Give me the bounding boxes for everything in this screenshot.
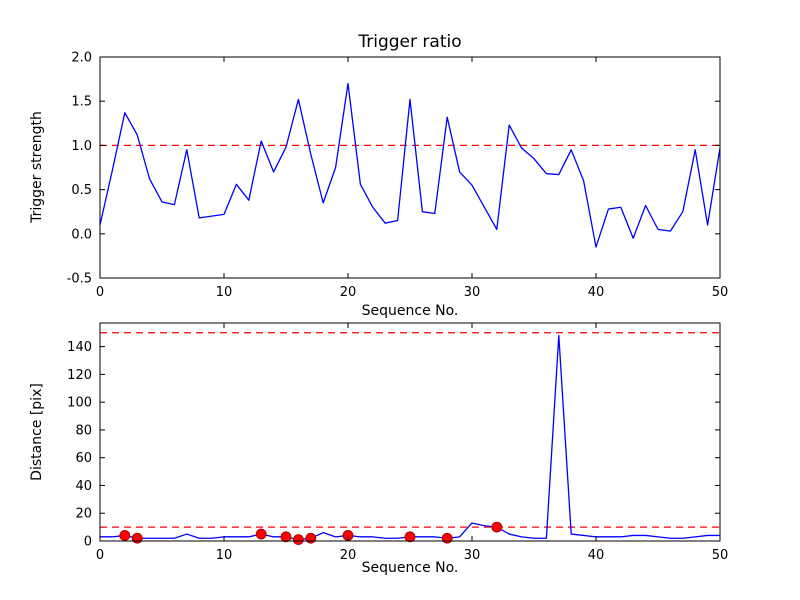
trigger-marker — [131, 532, 143, 544]
x-tick-label: 20 — [340, 548, 357, 563]
trigger-marker — [404, 531, 416, 543]
top-chart-title: Trigger ratio — [358, 32, 462, 52]
y-tick-label: 2.0 — [71, 51, 92, 66]
axes-border — [99, 56, 721, 279]
trigger-marker — [292, 534, 304, 546]
top-chart-ylabel: Trigger strength — [29, 111, 45, 223]
y-tick-label: 0 — [84, 535, 92, 550]
y-tick-label: 1.0 — [71, 139, 92, 154]
y-tick-label: 0.5 — [71, 183, 92, 198]
y-tick-label: 0.0 — [71, 227, 92, 242]
y-tick-label: 140 — [67, 340, 92, 355]
x-tick-label: 40 — [588, 285, 605, 300]
axes-border — [99, 322, 721, 542]
data-line — [100, 334, 720, 541]
x-tick-label: 0 — [96, 285, 104, 300]
x-tick-label: 30 — [464, 548, 481, 563]
top-chart-xlabel: Sequence No. — [361, 303, 459, 319]
x-tick-label: 20 — [340, 285, 357, 300]
y-tick-label: 120 — [67, 368, 92, 383]
bottom-chart-ylabel: Distance [pix] — [29, 383, 45, 481]
x-tick-label: 30 — [464, 285, 481, 300]
trigger-marker — [280, 531, 292, 543]
y-tick-label: 20 — [75, 507, 92, 522]
trigger-marker — [441, 532, 453, 544]
trigger-marker — [305, 532, 317, 544]
y-tick-label: 40 — [75, 479, 92, 494]
x-tick-label: 10 — [216, 548, 233, 563]
bottom-chart-xlabel: Sequence No. — [361, 560, 459, 576]
data-line — [99, 82, 721, 248]
x-tick-label: 10 — [216, 285, 233, 300]
trigger-marker — [119, 530, 131, 541]
x-tick-label: 0 — [96, 548, 104, 563]
y-tick-label: 100 — [67, 396, 92, 411]
x-tick-label: 50 — [712, 548, 729, 563]
trigger-marker — [255, 528, 267, 540]
x-tick-label: 40 — [588, 548, 605, 563]
x-tick-label: 50 — [712, 285, 729, 300]
trigger-marker — [491, 521, 503, 533]
y-tick-label: 80 — [75, 423, 92, 438]
y-tick-label: 1.5 — [71, 95, 92, 110]
y-tick-label: 60 — [75, 451, 92, 466]
y-tick-label: -0.5 — [67, 272, 92, 287]
